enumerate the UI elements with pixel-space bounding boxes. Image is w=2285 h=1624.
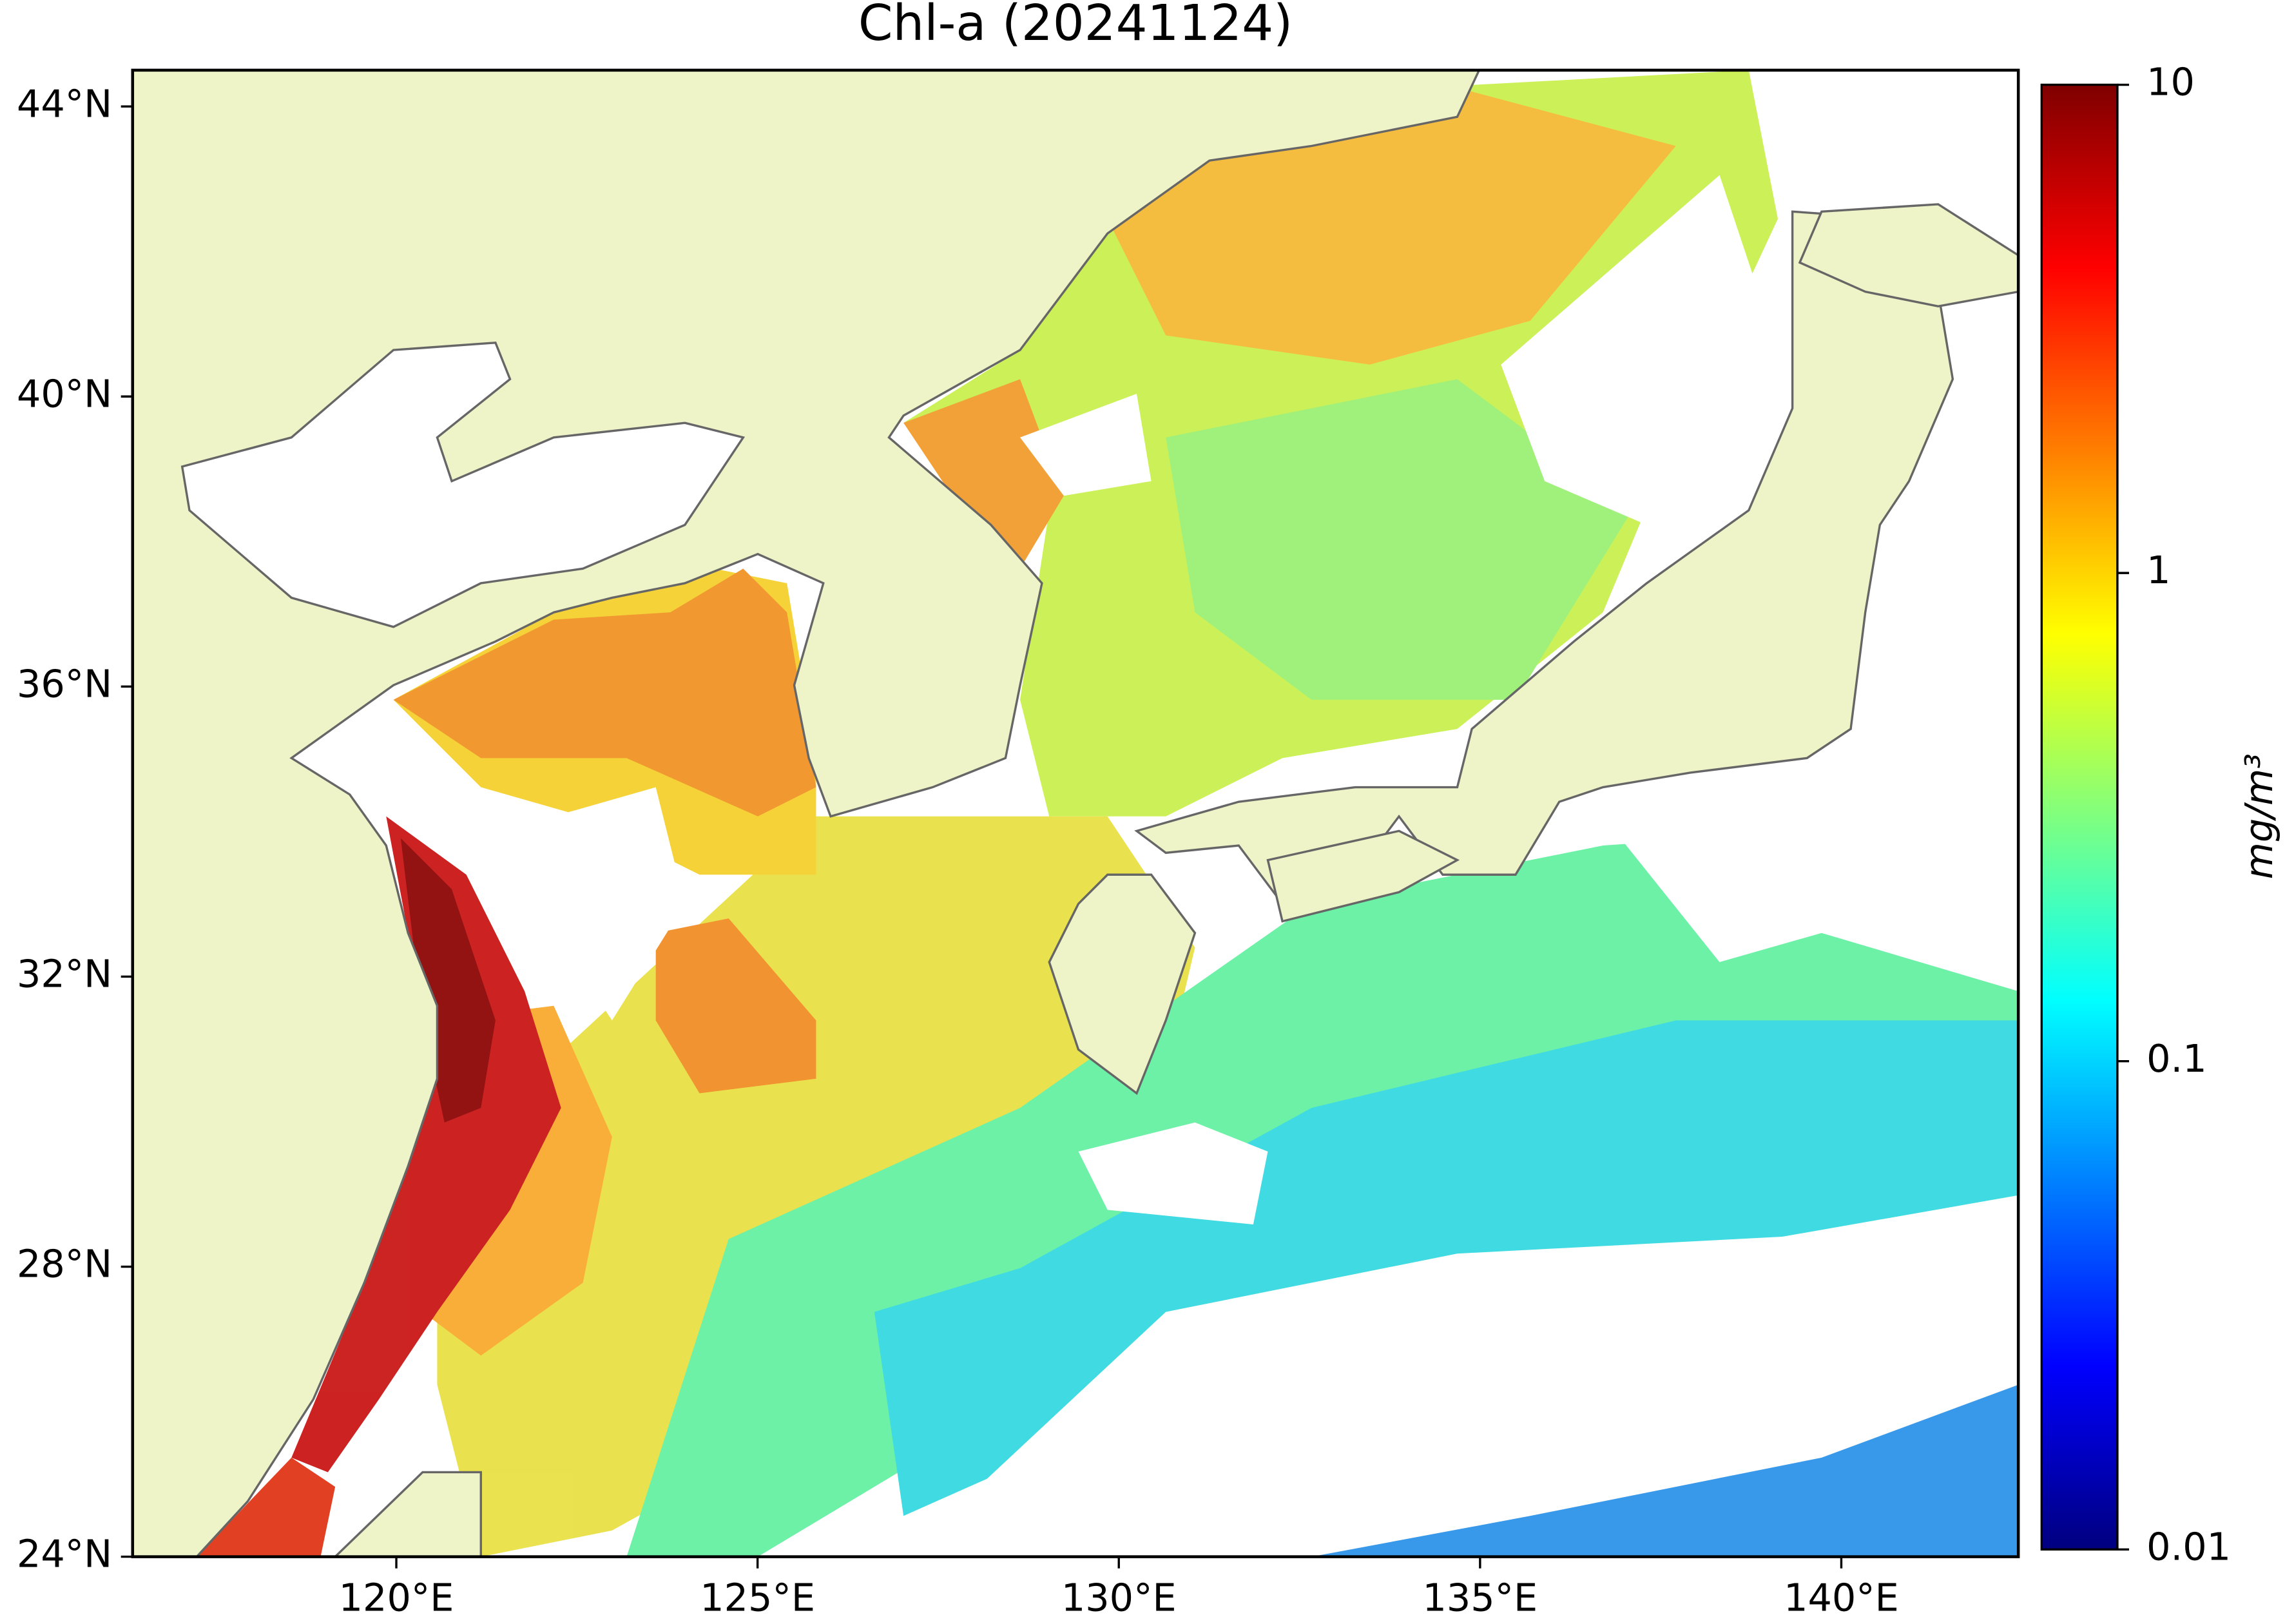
chl-sea-japan-south: [1166, 379, 1632, 700]
chl-korea-east: [903, 379, 1064, 569]
y-tick-label: 32°N: [17, 952, 112, 996]
y-tick-label: 36°N: [17, 661, 112, 706]
chl-yellow-sea-east: [393, 568, 816, 817]
chl-strait: [197, 1457, 336, 1557]
chl-estuary: [400, 838, 496, 1123]
chl-coastal-red: [291, 816, 561, 1473]
bohai-sea: [180, 342, 746, 628]
x-tick-label: 135°E: [1422, 1576, 1538, 1620]
nodata: [1603, 758, 2019, 992]
land-kyushu: [1048, 873, 1197, 1096]
colorbar-label: mg/m³: [2237, 753, 2281, 879]
map-area: [132, 70, 2019, 1557]
x-tick-label: 120°E: [339, 1576, 454, 1620]
y-tick-label: 24°N: [17, 1532, 112, 1576]
x-tick-label: 130°E: [1061, 1576, 1177, 1620]
colorbar-tick-label: 1: [2146, 548, 2170, 592]
colorbar: [2040, 83, 2119, 1551]
nodata: [1078, 1122, 1268, 1224]
chl-sea-japan-north: [1107, 88, 1676, 365]
colorbar-tick-label: 0.1: [2146, 1036, 2206, 1081]
land-shikoku: [1266, 829, 1460, 923]
land: [132, 70, 2019, 1557]
nodata: [903, 1224, 2019, 1557]
chl-south-blue: [1311, 1384, 2019, 1557]
y-tick-label: 28°N: [17, 1242, 112, 1286]
nodata: [554, 787, 685, 1021]
chlorophyll-field: [197, 70, 2019, 1557]
nodata: [1501, 175, 1779, 525]
y-tick-label: 44°N: [17, 81, 112, 126]
chl-east-china-sea: [437, 816, 1195, 1557]
chl-ecs-blob: [655, 918, 816, 1094]
x-tick-label: 125°E: [700, 1576, 815, 1620]
map-frame: [131, 68, 2020, 1558]
map-title: Chl-a (20241124): [858, 0, 1293, 52]
nodata: [1020, 393, 1152, 496]
colorbar-tick-label: 10: [2146, 60, 2195, 104]
land-hokkaido: [1798, 203, 2019, 307]
land-asia: [132, 70, 1481, 1557]
colorbar-tick-label: 0.01: [2146, 1524, 2231, 1569]
land-taiwan: [333, 1471, 482, 1557]
y-tick-label: 40°N: [17, 371, 112, 416]
x-tick-label: 140°E: [1784, 1576, 1899, 1620]
